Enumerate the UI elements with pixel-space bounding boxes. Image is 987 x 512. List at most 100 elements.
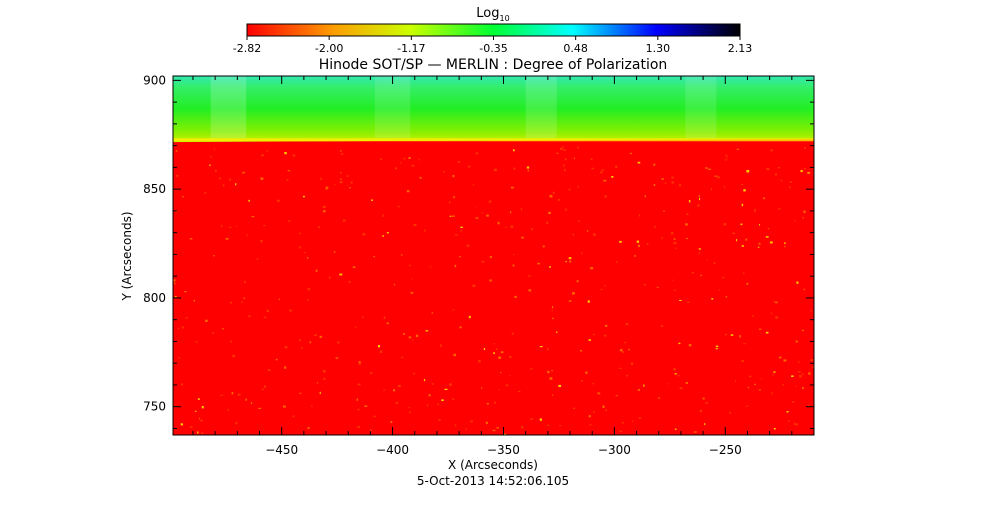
speckle <box>472 284 476 288</box>
speckle <box>745 405 748 407</box>
speckle <box>364 405 368 407</box>
speckle <box>558 384 562 388</box>
speckle <box>494 401 496 404</box>
speckle <box>660 325 664 327</box>
speckle <box>500 371 502 374</box>
speckle <box>691 271 695 274</box>
speckle <box>459 256 461 258</box>
speckle <box>611 175 614 178</box>
speckle <box>547 370 550 374</box>
speckle <box>448 383 452 386</box>
speckle <box>184 291 187 293</box>
speckle <box>193 300 195 302</box>
speckle <box>763 197 766 200</box>
speckle <box>362 233 366 236</box>
speckle <box>284 346 288 349</box>
speckle <box>512 264 515 267</box>
speckle <box>370 199 373 201</box>
speckle <box>634 254 636 257</box>
speckle <box>298 246 301 249</box>
speckle <box>636 240 640 243</box>
speckle <box>256 258 259 260</box>
speckle <box>260 177 264 180</box>
speckle <box>604 285 606 287</box>
speckle <box>789 186 791 189</box>
y-axis-label: Y (Arcseconds) <box>120 211 134 301</box>
speckle <box>339 181 343 184</box>
speckle <box>200 432 204 434</box>
speckle <box>587 300 590 303</box>
speckle <box>454 424 457 427</box>
speckle <box>778 208 781 210</box>
speckle <box>209 164 211 167</box>
speckle <box>810 359 813 362</box>
speckle <box>181 326 184 329</box>
scan-tile <box>374 76 411 139</box>
speckle <box>589 424 592 426</box>
speckle <box>478 360 481 363</box>
speckle <box>505 384 509 387</box>
y-tick-label: 800 <box>143 291 166 305</box>
speckle <box>552 305 554 309</box>
speckle <box>320 177 322 180</box>
speckle <box>599 392 601 395</box>
speckle <box>604 324 608 327</box>
speckle <box>581 252 583 255</box>
speckle <box>770 241 773 244</box>
speckle <box>801 387 804 390</box>
speckle <box>721 276 725 279</box>
speckle <box>441 399 444 402</box>
speckle <box>718 289 721 291</box>
speckle <box>401 356 404 359</box>
speckle <box>713 262 716 265</box>
speckle <box>322 370 326 373</box>
speckle <box>174 296 177 298</box>
speckle <box>601 169 605 171</box>
speckle <box>619 430 622 433</box>
speckle <box>235 225 238 227</box>
speckle <box>189 238 193 240</box>
speckle <box>673 242 677 245</box>
speckle <box>292 415 295 418</box>
speckle <box>548 211 551 215</box>
speckle <box>771 312 773 315</box>
speckle <box>549 377 553 380</box>
speckle <box>789 181 793 183</box>
speckle <box>429 266 432 268</box>
speckle <box>797 361 800 363</box>
speckle <box>475 206 477 208</box>
speckle <box>261 154 264 157</box>
speckle <box>679 387 683 390</box>
speckle <box>551 309 553 312</box>
speckle <box>526 166 530 169</box>
speckle <box>493 168 497 172</box>
speckle <box>356 398 359 402</box>
speckle <box>200 419 203 422</box>
speckle <box>754 209 756 212</box>
x-tick-label: −400 <box>376 443 409 457</box>
speckle <box>288 220 291 223</box>
speckle <box>580 379 583 382</box>
speckle <box>175 174 179 177</box>
speckle <box>592 334 596 336</box>
speckle <box>710 188 713 191</box>
speckle <box>774 301 778 304</box>
speckle <box>597 392 600 395</box>
speckle <box>520 208 522 211</box>
speckle <box>511 332 515 335</box>
speckle <box>229 301 233 304</box>
speckle <box>409 411 411 414</box>
speckle <box>685 223 688 226</box>
speckle <box>591 167 595 170</box>
speckle <box>552 191 555 195</box>
speckle <box>723 186 726 189</box>
speckle <box>527 169 529 172</box>
speckle <box>452 215 455 217</box>
speckle <box>504 226 507 228</box>
speckle <box>313 334 317 337</box>
speckle <box>746 282 749 285</box>
speckle <box>309 341 312 344</box>
speckle <box>258 407 262 410</box>
speckle <box>212 332 215 335</box>
